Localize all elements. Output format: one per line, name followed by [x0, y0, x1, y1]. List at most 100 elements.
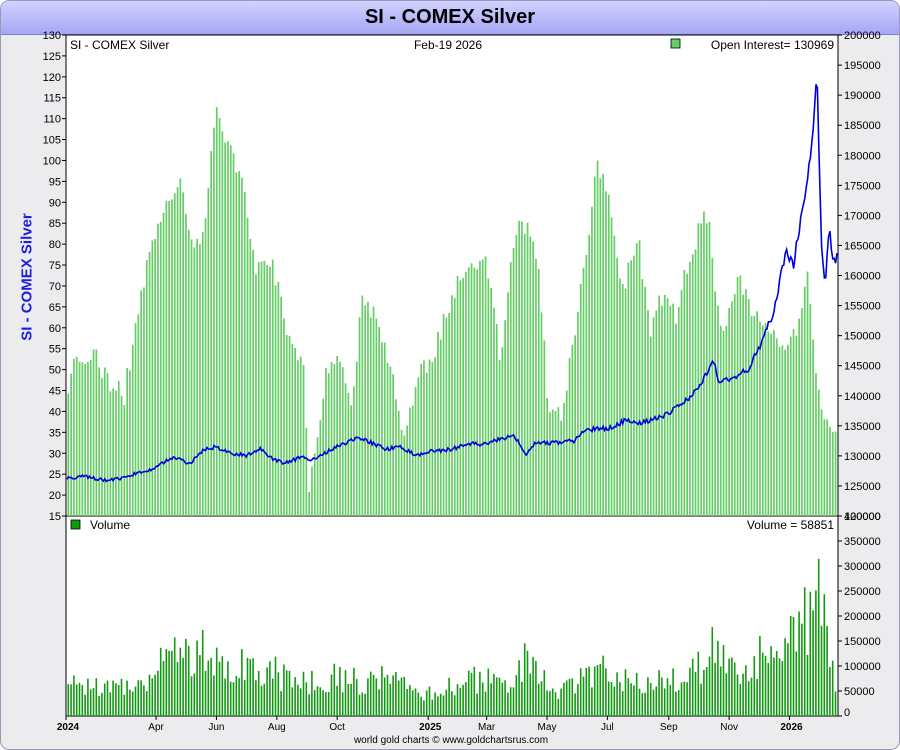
volume-bar	[507, 692, 509, 716]
open-interest-bar	[456, 275, 459, 516]
volume-bar	[117, 685, 120, 716]
open-interest-bar	[728, 307, 730, 516]
open-interest-bar	[658, 295, 660, 516]
open-interest-bar	[437, 331, 439, 516]
open-interest-bar	[101, 378, 103, 516]
open-interest-bar	[652, 317, 655, 516]
volume-bar	[753, 656, 756, 716]
open-interest-bar	[103, 367, 106, 516]
volume-bar	[311, 670, 313, 716]
open-interest-bar	[341, 367, 344, 516]
volume-bar	[725, 673, 728, 716]
open-interest-bar	[509, 262, 512, 516]
volume-axis-tick-label: 100000	[844, 661, 881, 673]
volume-bar	[501, 682, 504, 716]
open-interest-bar	[260, 261, 263, 516]
open-interest-bar	[733, 294, 736, 516]
volume-bar	[129, 689, 131, 716]
open-interest-bar	[473, 267, 476, 516]
open-interest-bar	[563, 402, 565, 516]
open-interest-bar	[826, 419, 828, 516]
volume-bar	[213, 675, 215, 716]
volume-bar	[277, 672, 280, 716]
volume-axis-tick-label: 150000	[844, 636, 881, 648]
open-interest-bar	[747, 299, 750, 516]
volume-bar	[425, 690, 428, 716]
left-axis-tick-label: 60	[49, 323, 61, 335]
open-interest-bar	[633, 255, 635, 516]
volume-bar	[406, 689, 408, 716]
volume-bar	[560, 688, 562, 716]
open-interest-bar	[70, 373, 72, 516]
open-interest-bar	[661, 305, 663, 516]
volume-bar	[145, 691, 148, 716]
open-interest-bar	[781, 345, 784, 516]
volume-bar	[756, 679, 758, 716]
right-axis-tick-label: 165000	[844, 240, 881, 252]
volume-bar	[731, 657, 733, 716]
volume-readout: Volume = 58851	[747, 518, 834, 532]
volume-bar	[101, 692, 103, 716]
volume-bar	[767, 663, 770, 716]
open-interest-bar	[120, 396, 123, 516]
volume-bar	[327, 692, 330, 716]
open-interest-bar	[711, 258, 714, 516]
volume-bar	[708, 656, 711, 716]
open-interest-bar	[417, 377, 420, 516]
open-interest-bar	[280, 296, 282, 516]
volume-bar	[733, 662, 736, 716]
open-interest-bar	[677, 306, 680, 516]
open-interest-bar	[694, 249, 697, 516]
open-interest-bar	[431, 361, 434, 516]
volume-bar	[747, 681, 750, 716]
open-interest-bar	[714, 291, 716, 516]
volume-bar	[367, 678, 369, 716]
volume-bar	[773, 657, 775, 716]
open-interest-bar	[325, 368, 327, 516]
open-interest-bar	[395, 399, 397, 516]
volume-bar	[465, 682, 467, 716]
open-interest-bar	[406, 425, 408, 516]
open-interest-bar	[649, 336, 652, 516]
volume-bar	[719, 666, 722, 716]
open-interest-bar	[518, 220, 520, 517]
open-interest-bar	[792, 329, 795, 516]
open-interest-bar	[339, 361, 341, 516]
volume-bar	[283, 664, 285, 716]
open-interest-bar	[403, 435, 406, 516]
volume-bar	[675, 691, 677, 716]
volume-axis-tick-label: 50000	[844, 686, 875, 698]
open-interest-bar	[232, 153, 235, 516]
open-interest-bar	[554, 411, 557, 516]
x-axis-ticks: 2024 Apr Jun Aug Oct 2025 Mar May Jul Sep Nov 2026	[57, 716, 803, 733]
open-interest-bar	[719, 325, 722, 516]
left-axis-tick-label: 65	[49, 302, 61, 314]
volume-bar	[313, 690, 316, 716]
volume-bar	[703, 669, 705, 716]
open-interest-bar	[392, 374, 394, 516]
volume-bar	[260, 685, 263, 716]
volume-bar	[288, 670, 291, 716]
volume-bar	[227, 661, 229, 716]
open-interest-bar	[344, 383, 347, 516]
open-interest-bar	[568, 358, 571, 516]
volume-bar	[798, 611, 800, 716]
open-interest-bar	[806, 271, 809, 516]
open-interest-bar	[577, 311, 579, 516]
open-interest-bar	[829, 426, 831, 516]
volume-bar	[831, 660, 834, 716]
volume-bar	[493, 673, 495, 716]
volume-bar	[512, 687, 515, 716]
open-interest-bar	[515, 235, 518, 516]
volume-bar	[305, 682, 308, 716]
right-axis-tick-label: 125000	[844, 481, 881, 493]
footer-credit: world gold charts © www.goldchartsrus.co…	[353, 735, 549, 746]
open-interest-bar	[134, 323, 137, 516]
open-interest-bar	[588, 234, 590, 516]
open-interest-bar	[378, 327, 380, 516]
open-interest-bar	[358, 317, 361, 516]
open-interest-bar	[299, 356, 302, 516]
left-axis-tick-label: 30	[49, 448, 61, 460]
volume-bar	[218, 661, 221, 716]
